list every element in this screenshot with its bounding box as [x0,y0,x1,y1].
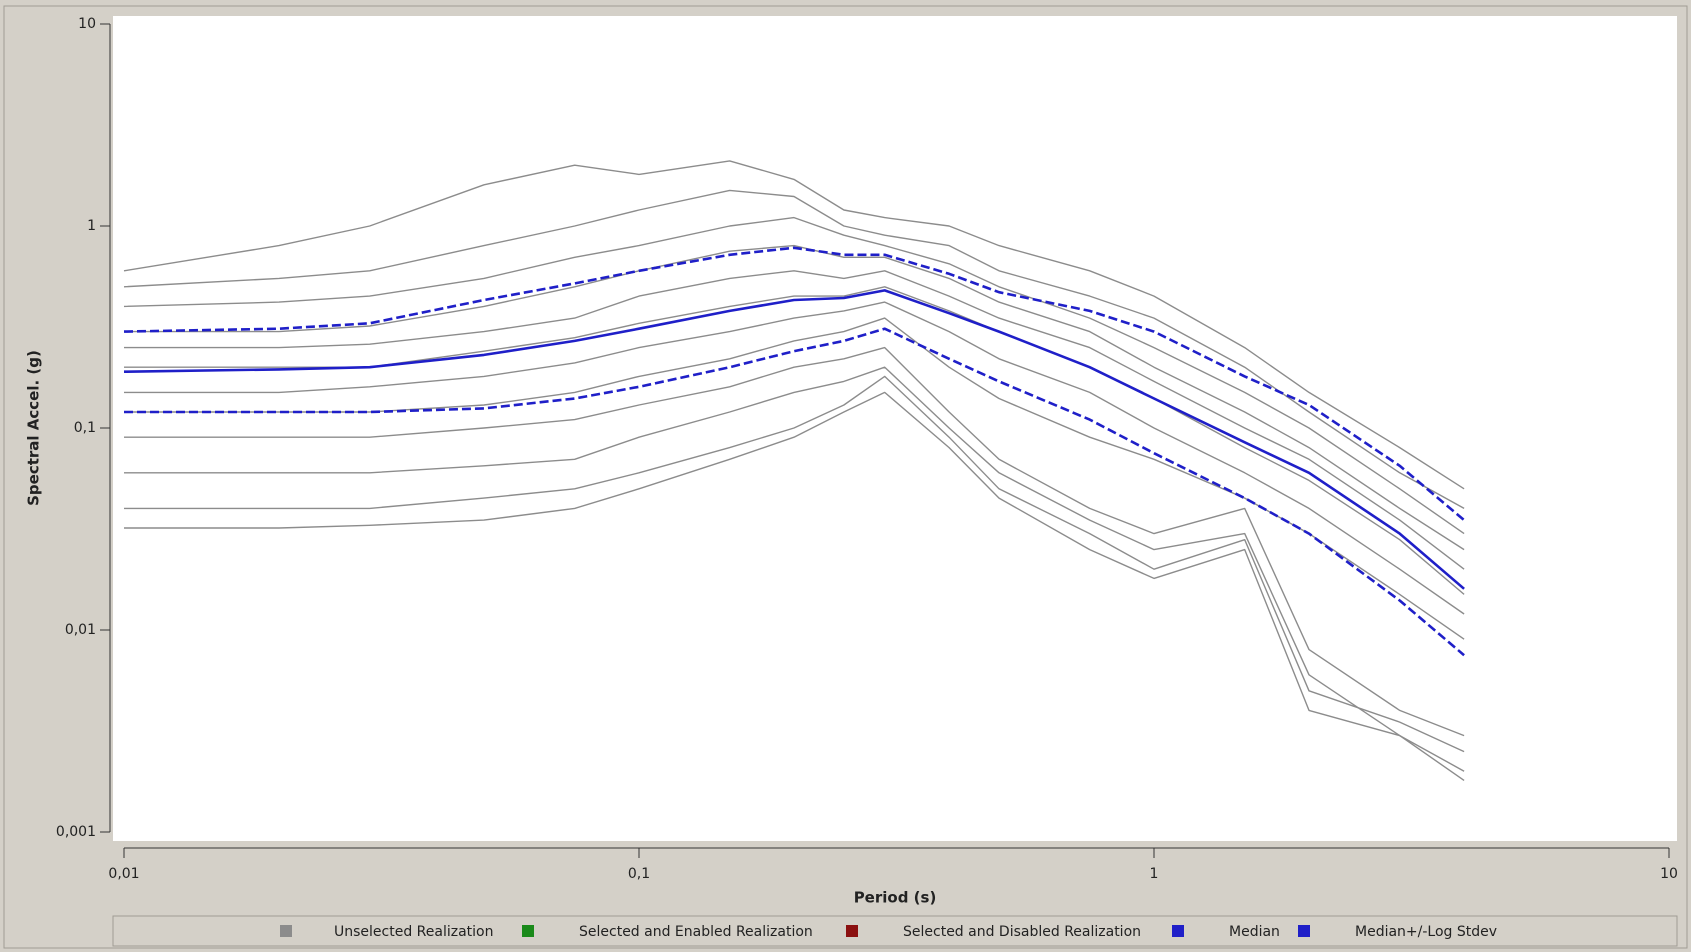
realization-line [124,301,1465,615]
realization-line [123,216,1465,535]
stat-line [123,246,1465,522]
y-tick-label: 0,01 [65,622,96,638]
realization-line [123,160,1465,490]
legend-marker [522,925,534,937]
realization-line [124,317,1465,640]
legend-label: Selected and Disabled Realization [903,924,1141,940]
x-tick-label: 0,01 [108,866,139,882]
y-tick-label: 0,1 [74,420,96,436]
x-axis-title: Period (s) [854,889,937,907]
y-tick-label: 10 [78,16,96,32]
y-tick-label: 0,001 [56,824,96,840]
legend-marker [1172,925,1184,937]
x-tick-label: 1 [1150,866,1159,882]
realization-line [124,244,1465,551]
y-axis-title: Spectral Accel. (g) [25,350,43,506]
realization-line [123,189,1465,510]
legend-marker [846,925,858,937]
legend-label: Median+/-Log Stdev [1355,924,1497,940]
realization-line [124,366,1465,772]
stat-line [124,327,1465,657]
x-tick-label: 0,1 [628,866,650,882]
plot-area [113,16,1677,841]
realization-line [124,391,1465,781]
realization-line [124,270,1465,570]
legend-label: Unselected Realization [334,924,493,940]
y-tick-label: 1 [87,218,96,234]
legend-label: Median [1229,924,1280,940]
legend-marker [1298,925,1310,937]
realization-line [124,375,1465,753]
realization-line [124,346,1465,737]
legend-marker [280,925,292,937]
stat-line [123,289,1465,590]
legend-box [112,915,1678,947]
realization-line [124,286,1465,595]
legend-label: Selected and Enabled Realization [579,924,813,940]
x-tick-label: 10 [1660,866,1678,882]
